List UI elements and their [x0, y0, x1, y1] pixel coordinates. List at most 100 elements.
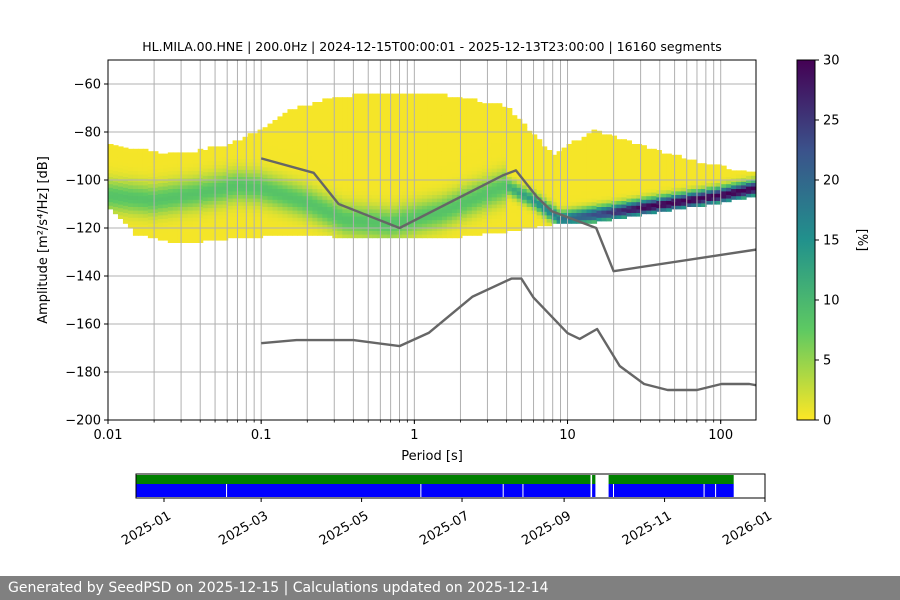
pdf-cell: [237, 205, 244, 210]
pdf-cell: [387, 158, 393, 163]
pdf-cell: [272, 152, 279, 157]
pdf-cell: [132, 195, 139, 200]
pdf-cell: [192, 228, 199, 233]
pdf-cell: [117, 186, 124, 191]
pdf-cell: [436, 180, 443, 185]
pdf-cell: [322, 159, 328, 164]
pdf-cell: [626, 140, 632, 145]
pdf-cell: [736, 170, 742, 175]
pdf-cell: [501, 121, 508, 126]
pdf-cell: [352, 154, 358, 159]
pdf-cell: [242, 165, 249, 170]
pdf-cell: [436, 194, 443, 199]
pdf-cell: [357, 122, 363, 127]
pdf-cell: [382, 176, 388, 181]
pdf-cell: [282, 130, 289, 135]
pdf-cell: [402, 122, 408, 127]
pdf-cell: [108, 190, 114, 195]
pdf-cell: [327, 123, 333, 128]
pdf-cell: [586, 158, 593, 163]
pdf-cell: [501, 204, 508, 209]
pdf-cell: [422, 133, 428, 138]
pdf-cell: [387, 226, 393, 231]
pdf-cell: [157, 193, 164, 198]
pdf-cell: [172, 199, 179, 204]
pdf-cell: [471, 192, 478, 197]
pdf-cell: [486, 121, 493, 126]
pdf-cell: [337, 151, 343, 156]
pdf-cell: [611, 139, 618, 144]
pdf-cell: [456, 115, 463, 120]
pdf-cell: [651, 199, 657, 204]
pdf-cell: [427, 147, 433, 152]
pdf-cell: [586, 151, 593, 156]
pdf-cell: [242, 212, 249, 217]
pdf-cell: [322, 174, 328, 179]
pdf-cell: [277, 195, 284, 200]
pdf-cell: [202, 214, 209, 219]
pdf-cell: [237, 140, 244, 145]
pdf-cell: [471, 120, 478, 125]
pdf-cell: [187, 228, 194, 233]
pdf-cell: [172, 206, 179, 211]
pdf-cell: [417, 176, 423, 181]
pdf-cell: [491, 204, 498, 209]
pdf-cell: [257, 136, 264, 141]
pdf-cell: [516, 205, 523, 210]
pdf-cell: [681, 183, 687, 188]
pdf-cell: [511, 201, 518, 206]
pdf-cell: [536, 153, 543, 158]
pdf-cell: [112, 184, 119, 189]
pdf-cell: [252, 212, 259, 217]
pdf-cell: [257, 198, 264, 203]
pdf-cell: [731, 174, 737, 179]
pdf-cell: [332, 183, 338, 188]
pdf-cell: [217, 153, 224, 158]
pdf-cell: [446, 158, 453, 163]
pdf-cell: [521, 141, 528, 146]
pdf-cell: [182, 231, 189, 236]
pdf-cell: [357, 176, 363, 181]
pdf-cell: [407, 100, 413, 105]
pdf-cell: [521, 210, 528, 215]
pdf-cell: [422, 176, 428, 181]
pdf-cell: [566, 151, 573, 156]
pdf-cell: [372, 208, 378, 213]
pdf-cell: [606, 145, 613, 150]
pdf-cell: [202, 157, 209, 162]
pdf-cell: [317, 188, 323, 193]
pdf-cell: [287, 202, 294, 207]
pdf-cell: [466, 195, 473, 200]
pdf-cell: [312, 181, 318, 186]
pdf-cell: [292, 145, 299, 150]
pdf-cell: [317, 109, 323, 114]
pdf-cell: [272, 156, 279, 161]
pdf-cell: [312, 166, 318, 171]
pdf-cell: [422, 144, 428, 149]
pdf-cell: [307, 145, 313, 150]
pdf-cell: [312, 134, 318, 139]
pdf-cell: [242, 190, 249, 195]
pdf-cell: [491, 142, 498, 147]
pdf-cell: [137, 184, 144, 189]
pdf-cell: [217, 189, 224, 194]
pdf-cell: [337, 187, 343, 192]
pdf-cell: [481, 178, 488, 183]
pdf-cell: [277, 188, 284, 193]
pdf-cell: [367, 154, 373, 159]
pdf-cell: [481, 117, 488, 122]
pdf-cell: [432, 219, 438, 224]
pdf-cell: [202, 200, 209, 205]
pdf-cell: [342, 180, 348, 185]
pdf-cell: [267, 166, 274, 171]
pdf-cell: [362, 219, 368, 224]
pdf-cell: [402, 183, 408, 188]
pdf-cell: [162, 189, 169, 194]
pdf-cell: [122, 154, 129, 159]
pdf-cell: [122, 212, 129, 217]
pdf-cell: [456, 183, 463, 188]
pdf-cell: [436, 158, 443, 163]
pdf-cell: [456, 201, 463, 206]
pdf-cell: [372, 190, 378, 195]
pdf-cell: [297, 123, 303, 128]
